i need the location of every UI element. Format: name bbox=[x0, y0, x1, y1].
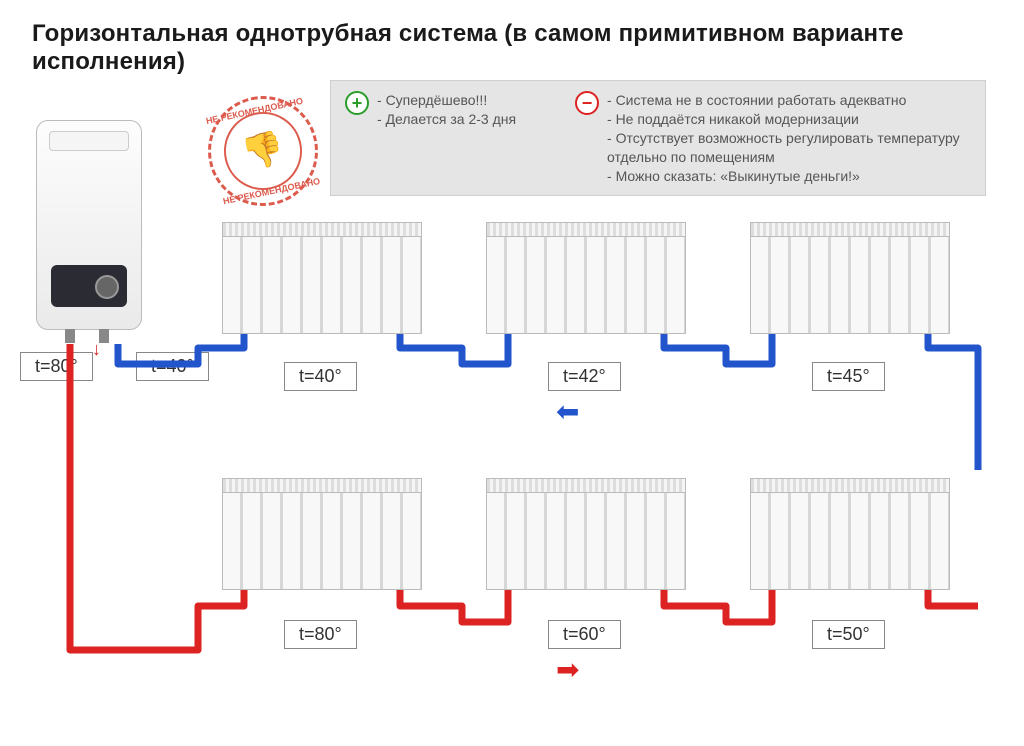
radiator-top-3 bbox=[750, 222, 950, 334]
temp-label: t=42° bbox=[548, 362, 621, 391]
radiator-bottom-3 bbox=[750, 478, 950, 590]
temp-label: t=40° bbox=[284, 362, 357, 391]
supply-temp-label: t=80° bbox=[20, 352, 93, 381]
con-item: Отсутствует возможность регулировать тем… bbox=[607, 129, 971, 167]
flow-out-arrow-icon: ↓ bbox=[92, 340, 101, 358]
flow-direction-left-icon: ⬅ bbox=[556, 398, 579, 426]
flow-in-arrow-icon: ↑ bbox=[112, 340, 121, 358]
legend-box: + Супердёшево!!! Делается за 2-3 дня − С… bbox=[330, 80, 986, 196]
radiator-top-2 bbox=[486, 222, 686, 334]
pro-item: Супердёшево!!! bbox=[377, 91, 516, 110]
temp-label: t=45° bbox=[812, 362, 885, 391]
radiator-bottom-1 bbox=[222, 478, 422, 590]
boiler-outlet bbox=[65, 329, 75, 343]
con-item: Можно сказать: «Выкинутые деньги!» bbox=[607, 167, 971, 186]
minus-icon: − bbox=[575, 91, 599, 115]
temp-label: t=80° bbox=[284, 620, 357, 649]
temp-label: t=60° bbox=[548, 620, 621, 649]
return-temp-label: t=40° bbox=[136, 352, 209, 381]
boiler-control-panel bbox=[51, 265, 127, 307]
page-title: Горизонтальная однотрубная система (в са… bbox=[32, 20, 1024, 76]
not-recommended-stamp: НЕ РЕКОМЕНДОВАНО 👎 НЕ РЕКОМЕНДОВАНО bbox=[198, 86, 328, 216]
radiator-bottom-2 bbox=[486, 478, 686, 590]
boiler bbox=[36, 120, 142, 330]
legend-pros: + Супердёшево!!! Делается за 2-3 дня bbox=[345, 91, 575, 185]
con-item: Не поддаётся никакой модернизации bbox=[607, 110, 971, 129]
con-item: Система не в состоянии работать адекватн… bbox=[607, 91, 971, 110]
temp-label: t=50° bbox=[812, 620, 885, 649]
return-pipe bbox=[118, 330, 978, 470]
flow-direction-right-icon: ➡ bbox=[556, 656, 579, 684]
legend-cons: − Система не в состоянии работать адеква… bbox=[575, 91, 971, 185]
pro-item: Делается за 2-3 дня bbox=[377, 110, 516, 129]
plus-icon: + bbox=[345, 91, 369, 115]
radiator-top-1 bbox=[222, 222, 422, 334]
